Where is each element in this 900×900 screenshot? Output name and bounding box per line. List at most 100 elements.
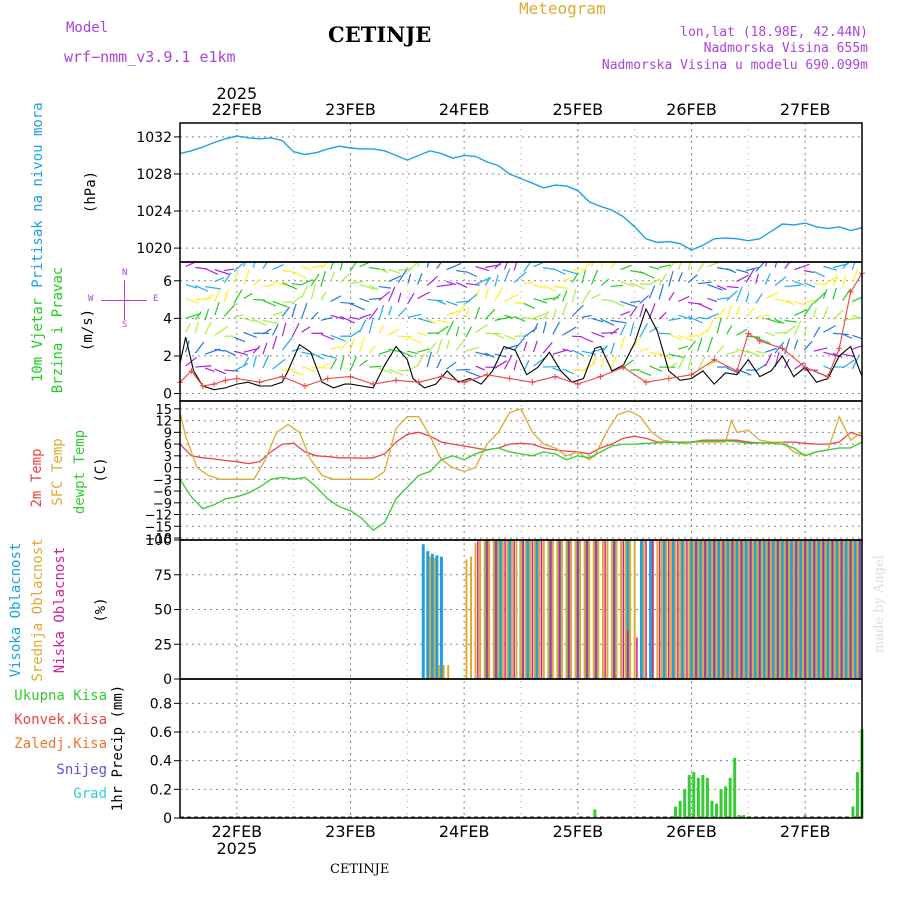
wind-arrow — [774, 262, 778, 268]
mid-cloud-bar — [624, 540, 627, 679]
wind-gust-marker — [483, 371, 490, 378]
wind-arrow — [658, 283, 665, 300]
mid-cloud-bar — [774, 540, 777, 679]
wind-gust-marker — [392, 377, 399, 384]
wind-arrow — [639, 370, 652, 377]
mid-cloud-bar — [542, 540, 545, 679]
mid-cloud-bar — [660, 540, 663, 679]
wind-arrow — [446, 280, 457, 286]
wind-arrow — [726, 285, 739, 289]
wind-arrow — [474, 288, 480, 299]
high-cloud-bar — [762, 540, 766, 679]
wind-arrow — [359, 319, 367, 333]
wind-arrow — [272, 335, 278, 350]
high-cloud-bar — [790, 540, 794, 679]
temp-tick-label: −9 — [153, 497, 172, 512]
wind-arrow — [368, 317, 374, 334]
wind-arrow — [697, 316, 708, 320]
wind-arrow — [678, 295, 690, 302]
wind-arrow — [195, 284, 209, 292]
mid-cloud-bar — [497, 540, 500, 679]
mid-cloud-bar — [429, 556, 432, 679]
wind-arrow — [610, 327, 620, 335]
low-cloud-bar — [722, 540, 725, 679]
precip-total-bar — [719, 789, 723, 818]
low-cloud-bar — [652, 540, 654, 679]
wind-arrow — [398, 267, 413, 272]
wind-arrow — [639, 270, 655, 279]
wind-arrow — [388, 368, 404, 376]
wind-arrow — [726, 267, 737, 274]
wind-arrow — [427, 298, 444, 302]
wind-arrow — [755, 336, 771, 345]
wind-arrow — [552, 308, 557, 321]
wind-arrow — [378, 267, 389, 274]
wind-arrow — [542, 284, 557, 292]
wind-arrow — [639, 282, 650, 286]
wind-arrow — [813, 347, 828, 352]
model-name: wrf−nmm_v3.9.1 e1km — [64, 48, 236, 66]
wind-arrow — [658, 264, 671, 269]
wind-gust-marker — [620, 364, 627, 371]
wind-arrow — [620, 264, 632, 271]
mid-cloud-bar — [797, 540, 800, 679]
low-cloud-bar — [658, 540, 661, 679]
wind-arrow — [735, 286, 743, 302]
wind-arrow — [388, 268, 401, 274]
wind-arrow — [359, 359, 368, 367]
wind-arrow — [765, 331, 775, 337]
wind-arrow — [349, 302, 365, 311]
wind-arrow — [590, 269, 599, 285]
high-cloud-bar — [439, 556, 443, 679]
wind-arrow — [214, 368, 226, 375]
wind-gust-marker — [324, 375, 331, 382]
wind-gust-marker — [438, 373, 445, 380]
wind-arrow — [320, 353, 337, 359]
high-cloud-bar — [526, 540, 530, 679]
wind-arrow — [658, 273, 667, 286]
wind-arrow — [185, 297, 200, 304]
compass-e: E — [153, 294, 159, 304]
wind-tick-label: 4 — [163, 311, 172, 327]
low-cloud-bar — [504, 540, 506, 679]
wind-arrow — [204, 308, 210, 321]
wind-arrow — [784, 299, 795, 306]
wind-arrow — [417, 348, 430, 353]
mid-cloud-bar — [574, 540, 577, 679]
precip-tick-label: 0 — [163, 811, 172, 827]
wind-arrow — [513, 315, 526, 322]
pressure-tick-label: 1028 — [136, 167, 172, 183]
top-day-label: 24FEB — [439, 100, 490, 119]
wind-arrow — [426, 318, 437, 325]
low-cloud-bar — [645, 540, 647, 679]
wind-arrow — [194, 321, 200, 334]
high-cloud-bar — [799, 540, 803, 679]
wind-arrow — [320, 316, 333, 321]
wind-arrow — [233, 336, 246, 343]
wind-arrow — [630, 300, 641, 304]
mid-cloud-bar — [433, 558, 436, 679]
wind-arrow — [813, 270, 825, 278]
high-cloud-bar — [708, 540, 712, 679]
wind-arrow — [339, 356, 345, 371]
wind-arrow — [378, 291, 391, 301]
wind-arrow — [755, 262, 766, 272]
precip-label-snow: Snijeg — [56, 762, 107, 778]
wind-arrow — [668, 353, 685, 359]
high-cloud-bar — [753, 540, 757, 679]
wind-arrow — [523, 281, 534, 285]
wind-arrow — [349, 316, 360, 320]
bottom-day-label: 25FEB — [553, 822, 604, 841]
low-cloud-bar — [740, 540, 743, 679]
compass-cross-v — [124, 280, 125, 320]
wind-arrow — [339, 273, 350, 283]
wind-arrow — [465, 292, 479, 304]
wind-arrow — [369, 284, 379, 291]
low-cloud-bar — [704, 540, 706, 679]
wind-gust-marker — [836, 345, 843, 352]
wind-arrow — [552, 285, 569, 289]
mid-cloud-bar — [851, 540, 854, 679]
wind-arrow — [668, 317, 681, 321]
low-cloud-bar — [795, 540, 797, 679]
wind-arrow — [475, 324, 488, 333]
